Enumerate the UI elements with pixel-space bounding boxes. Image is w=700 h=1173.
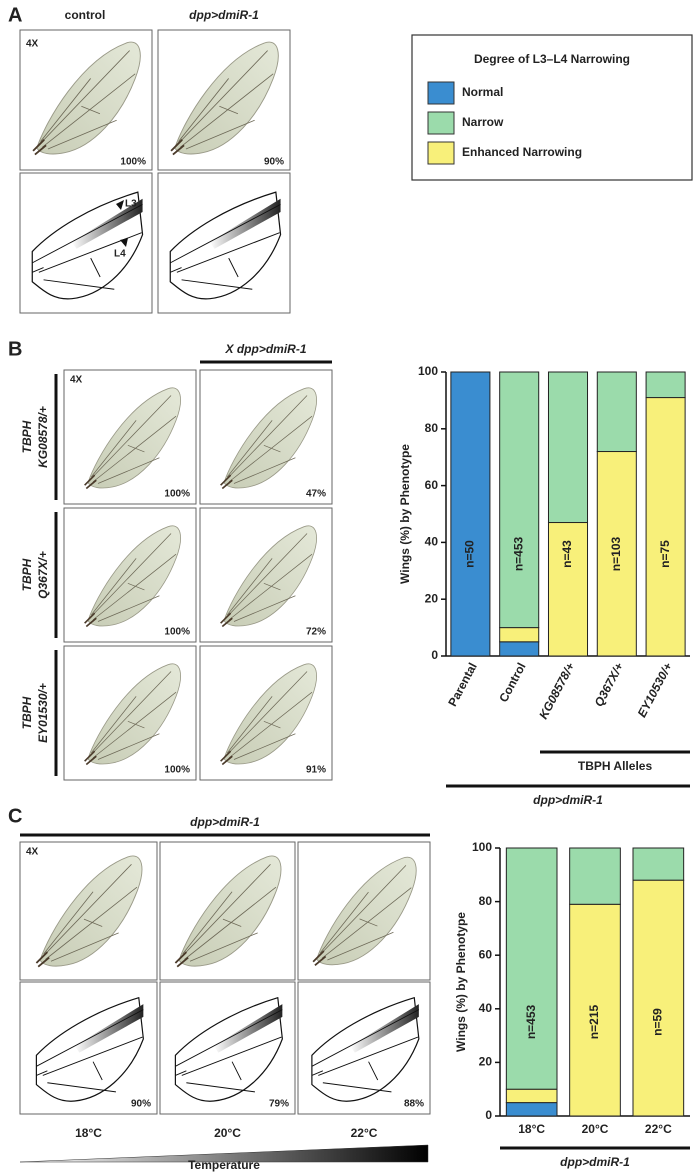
magnification: 4X <box>26 39 39 50</box>
panel-label: A <box>8 4 22 26</box>
bar-segment <box>450 371 491 657</box>
arrowheads <box>116 200 128 247</box>
row-gene: TBPH <box>20 420 34 453</box>
percent: 100% <box>164 489 190 500</box>
bar-segment <box>505 1102 558 1117</box>
x-tick-label: 22°C <box>645 1122 672 1136</box>
y-tick-label: 0 <box>431 648 438 662</box>
y-tick-label: 100 <box>418 364 438 378</box>
legend-box <box>411 34 693 181</box>
x-tick-label: KG08578/+ <box>536 660 577 721</box>
panel-c-images: 90% 18°C 79% 20°C 88% 22°C <box>19 841 431 1140</box>
y-tick-label: 20 <box>479 1055 493 1069</box>
legend: Normal Narrow Enhanced Narrowing <box>427 81 582 165</box>
panel-label: B <box>8 338 22 360</box>
vein-label: L4 <box>114 249 126 260</box>
bar-segment <box>632 847 685 881</box>
x-tick-label: EY10530/+ <box>635 660 675 719</box>
x-tick-label: Control <box>496 660 528 704</box>
bar-label: n=453 <box>511 536 525 571</box>
panel-header: dpp>dmiR-1 <box>190 815 260 829</box>
gradient-label: Temperature <box>188 1158 260 1172</box>
bar-segment <box>645 397 686 657</box>
bar-label: n=453 <box>524 1004 538 1039</box>
y-tick-label: 40 <box>425 535 439 549</box>
bar-segment <box>632 879 685 1117</box>
x-tick-label: 20°C <box>582 1122 609 1136</box>
y-tick-label: 60 <box>479 947 493 961</box>
percent: 100% <box>120 157 146 168</box>
bar-segment <box>569 903 621 1117</box>
bar-label: n=215 <box>587 1004 601 1039</box>
panel-label: C <box>8 805 22 827</box>
row-gene: TBPH <box>20 558 34 591</box>
bar-label: n=50 <box>463 540 477 568</box>
percent: 88% <box>404 1099 424 1110</box>
legend-swatch <box>427 141 455 165</box>
legend-label: Narrow <box>462 115 504 129</box>
x-tick-label: Q367X/+ <box>591 660 626 709</box>
row-allele: EY01530/+ <box>36 683 50 743</box>
bar-segment <box>499 641 540 657</box>
bar-segment <box>596 371 637 453</box>
bar-segment <box>547 522 589 657</box>
percent: 100% <box>164 627 190 638</box>
percent: 79% <box>269 1099 289 1110</box>
group-label: dpp>dmiR-1 <box>533 793 603 807</box>
bar-label: n=43 <box>560 540 574 568</box>
y-axis-label: Wings (%) by Phenotype <box>454 912 468 1052</box>
bar-segment <box>547 371 589 524</box>
percent: 100% <box>164 765 190 776</box>
percent: 47% <box>306 489 326 500</box>
y-axis-label: Wings (%) by Phenotype <box>398 444 412 584</box>
legend-title: Degree of L3–L4 Narrowing <box>474 52 630 66</box>
x-tick-label: Parental <box>445 660 480 708</box>
percent: 91% <box>306 765 326 776</box>
group-label: TBPH Alleles <box>578 759 653 773</box>
bar-label: n=103 <box>609 536 623 571</box>
row-gene: TBPH <box>20 696 34 729</box>
chart: 0 20 40 60 80 100 Wings (%) by Phenotype n=453 1… <box>454 840 690 1169</box>
y-tick-label: 0 <box>485 1108 492 1122</box>
magnification: 4X <box>70 375 83 386</box>
legend-label: Normal <box>462 85 503 99</box>
y-tick-label: 40 <box>479 1001 493 1015</box>
magnification: 4X <box>26 847 39 858</box>
legend-swatch <box>427 81 455 105</box>
chart: 0 20 40 60 80 100 Wings (%) by Phenotype n=50 Pa… <box>398 364 690 807</box>
row-allele: KG08578/+ <box>36 406 50 468</box>
group-label: dpp>dmiR-1 <box>560 1155 630 1169</box>
bar-segment <box>569 847 621 905</box>
temperature: 22°C <box>351 1126 378 1140</box>
column-header: dpp>dmiR-1 <box>189 8 259 22</box>
y-tick-label: 100 <box>472 840 492 854</box>
percent: 90% <box>131 1099 151 1110</box>
legend-swatch <box>427 111 455 135</box>
percent: 90% <box>264 157 284 168</box>
bar-segment <box>505 1088 558 1104</box>
y-tick-label: 80 <box>479 894 493 908</box>
y-tick-label: 60 <box>425 478 439 492</box>
x-tick-label: 18°C <box>518 1122 545 1136</box>
bar-segment <box>499 371 540 629</box>
percent: 72% <box>306 627 326 638</box>
y-tick-label: 80 <box>425 421 439 435</box>
bar-segment <box>596 451 637 657</box>
temperature-wedge <box>19 1144 429 1163</box>
bar-label: n=59 <box>651 1008 665 1036</box>
bar-segment <box>645 371 686 399</box>
row-allele: Q367X/+ <box>36 551 50 599</box>
bar-segment <box>505 847 558 1090</box>
temperature: 18°C <box>75 1126 102 1140</box>
panel-b-images: 100% 47%TBPH KG08578/+100% 72%TBPH Q367X/+10… <box>20 369 333 781</box>
legend-label: Enhanced Narrowing <box>462 145 582 159</box>
bar-label: n=75 <box>658 540 672 568</box>
bar-segment <box>499 627 540 643</box>
cross-label: X dpp>dmiR-1 <box>224 342 306 356</box>
column-header: control <box>65 8 106 22</box>
vein-label: L3 <box>125 199 137 210</box>
temperature: 20°C <box>214 1126 241 1140</box>
y-tick-label: 20 <box>425 591 439 605</box>
